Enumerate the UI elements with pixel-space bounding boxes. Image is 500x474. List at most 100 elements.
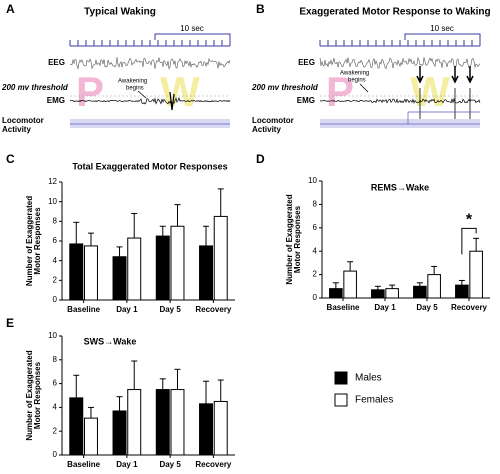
- scale-label: 10 sec: [430, 24, 454, 33]
- error-bar: [431, 265, 438, 275]
- error-bar: [347, 261, 354, 272]
- error-bar: [473, 237, 480, 252]
- bar: [170, 389, 185, 456]
- x-tick-label: Recovery: [451, 303, 488, 312]
- eeg-trace: [319, 56, 481, 70]
- significance-marker: *: [466, 212, 473, 229]
- x-tick-label: Day 1: [374, 303, 396, 312]
- threshold-label: 200 mv threshold: [1, 83, 69, 92]
- scale-bracket: [404, 33, 481, 40]
- awakening-arrow: [137, 90, 147, 99]
- x-tick-label: Day 1: [116, 305, 138, 314]
- y-axis-label: Number of Exaggerated: [285, 194, 294, 284]
- bar: [127, 389, 142, 456]
- bar: [112, 410, 127, 456]
- error-bar: [389, 284, 396, 289]
- y-axis-label: Motor Responses: [293, 205, 302, 273]
- y-axis-label: Motor Responses: [33, 361, 42, 429]
- bar: [127, 237, 142, 301]
- bar: [83, 417, 98, 456]
- error-bar: [159, 378, 166, 390]
- emg-label: EMG: [297, 96, 315, 105]
- panel-letter: D: [256, 152, 265, 166]
- x-tick-label: Day 5: [159, 305, 181, 314]
- y-tick-label: 6: [53, 379, 58, 388]
- legend-swatch: [334, 371, 348, 385]
- y-tick-label: 8: [53, 216, 58, 225]
- bar: [413, 285, 427, 299]
- y-tick-label: 8: [313, 200, 318, 209]
- error-bar: [217, 188, 224, 217]
- x-tick-label: Baseline: [327, 303, 360, 312]
- x-tick-label: Day 5: [416, 303, 438, 312]
- awakening-label: Awakening: [118, 79, 147, 85]
- error-bar: [87, 406, 94, 419]
- panel-letter: B: [256, 2, 265, 16]
- chart-title: SWS→Wake: [84, 336, 137, 346]
- arrow: [451, 66, 459, 84]
- arrow: [466, 66, 474, 84]
- awakening-label: Awakening: [340, 71, 369, 77]
- y-tick-label: 0: [53, 450, 58, 459]
- error-bar: [131, 212, 138, 239]
- x-tick-label: Day 1: [116, 460, 138, 469]
- y-tick-label: 2: [53, 426, 58, 435]
- error-bar: [116, 246, 123, 257]
- panel-title: Typical Waking: [84, 7, 156, 18]
- awakening-label: begins: [126, 86, 144, 92]
- legend-label: Males: [355, 373, 382, 384]
- panel-letter: E: [6, 316, 14, 330]
- panel-title: Exaggerated Motor Response to Waking: [299, 7, 490, 18]
- watermark: W: [160, 68, 200, 115]
- bar: [199, 403, 214, 456]
- error-bar: [87, 232, 94, 246]
- error-bar: [131, 360, 138, 390]
- y-tick-label: 2: [53, 275, 58, 284]
- bar: [455, 284, 469, 299]
- y-tick-label: 4: [53, 256, 58, 265]
- watermark: P: [76, 68, 104, 115]
- y-axis-label: Number of Exaggerated: [25, 196, 34, 286]
- spike: [169, 91, 175, 111]
- awakening-arrow: [359, 83, 369, 93]
- y-tick-label: 2: [313, 270, 318, 279]
- bar: [469, 250, 483, 299]
- locomotor-band: [320, 119, 480, 128]
- scale-label: 10 sec: [180, 24, 204, 33]
- legend-swatch: [334, 393, 348, 407]
- threshold-label: 200 mv threshold: [251, 83, 319, 92]
- x-tick-label: Baseline: [67, 460, 100, 469]
- emg-trace: [69, 96, 231, 105]
- bar: [199, 245, 214, 301]
- locomotor-band: [70, 119, 230, 128]
- bar: [155, 235, 170, 301]
- error-bar: [174, 368, 181, 390]
- bar: [385, 288, 399, 299]
- error-bar: [217, 379, 224, 402]
- awakening-label: begins: [348, 78, 366, 84]
- error-bar: [116, 396, 123, 411]
- eeg-label: EEG: [298, 58, 315, 67]
- y-tick-label: 10: [48, 197, 57, 206]
- y-tick-label: 6: [313, 223, 318, 232]
- locomotor-label: Locomotor: [2, 116, 44, 125]
- x-tick-label: Recovery: [195, 305, 232, 314]
- panel-letter: A: [6, 2, 15, 16]
- panel-letter: C: [6, 152, 15, 166]
- y-tick-label: 12: [48, 177, 57, 186]
- bar: [371, 289, 385, 299]
- watermark: W: [410, 68, 450, 115]
- locomotor-label: Activity: [252, 125, 281, 134]
- bar: [155, 389, 170, 456]
- y-tick-label: 8: [53, 355, 58, 364]
- locomotor-label: Locomotor: [252, 116, 294, 125]
- bar: [329, 288, 343, 299]
- error-bar: [73, 221, 80, 244]
- y-tick-label: 0: [53, 295, 58, 304]
- bar: [69, 397, 84, 456]
- y-tick-label: 4: [53, 403, 58, 412]
- locomotor-label: Activity: [2, 125, 31, 134]
- y-tick-label: 10: [48, 331, 57, 340]
- x-tick-label: Baseline: [67, 305, 100, 314]
